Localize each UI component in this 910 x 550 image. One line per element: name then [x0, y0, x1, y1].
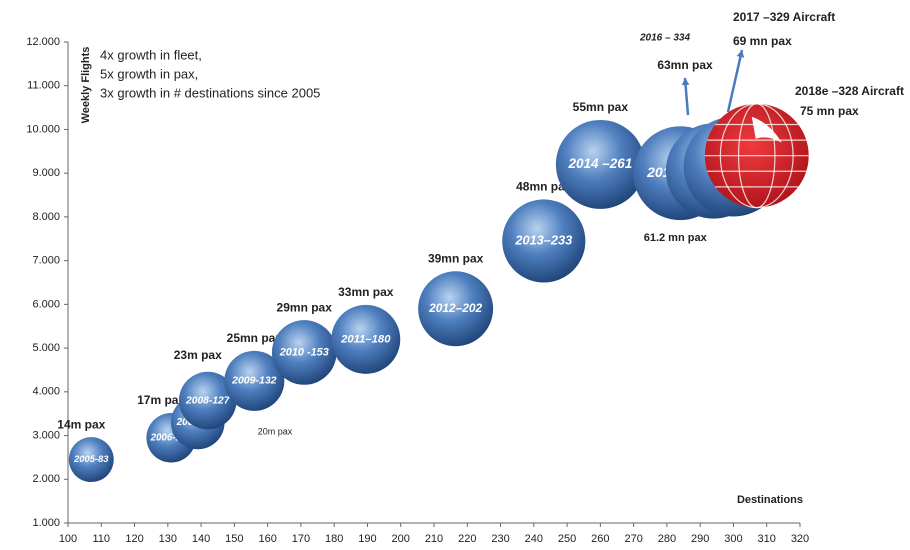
x-tick-label: 130	[159, 533, 177, 545]
pax-label: 39mn pax	[428, 251, 484, 265]
logo	[751, 116, 782, 143]
x-tick-label: 260	[591, 533, 609, 545]
bubble	[271, 320, 337, 385]
bubble	[331, 304, 401, 374]
y-tick-label: 11.000	[27, 80, 60, 92]
pax-label: 25mn pax	[227, 331, 283, 345]
pax-label: 63mn pax	[657, 58, 713, 72]
y-tick-label: 6.000	[32, 298, 60, 310]
x-tick-label: 190	[358, 533, 376, 545]
pax-label: 33mn pax	[338, 285, 394, 299]
year-label: 2012–202	[428, 301, 482, 315]
y-tick-label: 9.000	[32, 167, 60, 179]
bubble	[418, 271, 494, 347]
x-tick-label: 220	[458, 533, 476, 545]
bubble	[224, 350, 285, 411]
bubble	[502, 199, 586, 283]
pax-label: 55mn pax	[573, 100, 629, 114]
y-tick-label: 1.000	[32, 517, 60, 529]
annotation: 5x growth in pax,	[100, 66, 198, 81]
arrow	[726, 49, 744, 113]
x-tick-label: 160	[258, 533, 276, 545]
annotation: 4x growth in fleet,	[100, 47, 202, 62]
x-tick-label: 310	[758, 533, 776, 545]
pax-label: 75 mn pax	[800, 104, 859, 118]
x-tick-label: 170	[292, 533, 310, 545]
pax-label: 23m pax	[174, 348, 222, 362]
x-tick-label: 100	[59, 533, 77, 545]
year-label: 2008-127	[185, 395, 231, 406]
pax-label: 14m pax	[57, 417, 105, 431]
x-tick-label: 230	[491, 533, 509, 545]
pax-label: 17m pax	[137, 393, 185, 407]
bubble	[555, 119, 645, 209]
y-tick-label: 5.000	[32, 342, 60, 354]
y-tick-label: 7.000	[32, 255, 60, 267]
year-label: 2005-83	[73, 453, 109, 464]
x-tick-label: 300	[724, 533, 742, 545]
y-tick-label: 4.000	[32, 386, 60, 398]
x-tick-label: 270	[624, 533, 642, 545]
x-tick-label: 140	[192, 533, 210, 545]
x-tick-label: 280	[658, 533, 676, 545]
x-tick-label: 110	[92, 533, 110, 545]
pax-label: 48mn pax	[516, 180, 572, 194]
x-tick-label: 180	[325, 533, 343, 545]
year-label: 2011–180	[340, 333, 391, 345]
x-tick-label: 240	[525, 533, 543, 545]
x-tick-label: 150	[225, 533, 243, 545]
year-label: 2013–233	[514, 232, 572, 247]
x-axis-label: Destinations	[737, 494, 803, 506]
y-tick-label: 3.000	[32, 429, 60, 441]
year-label: 2017 –329 Aircraft	[733, 10, 835, 24]
y-tick-label: 12.000	[26, 36, 60, 48]
bubble	[178, 371, 237, 430]
year-label: 2006-103	[150, 432, 193, 443]
pax-label: 29mn pax	[277, 300, 333, 314]
pax-label: 61.2 mn pax	[644, 232, 708, 244]
year-label: 2014 –261	[567, 156, 632, 171]
year-label: 2010 -153	[279, 346, 329, 358]
annotation: 3x growth in # destinations since 2005	[100, 85, 320, 100]
x-tick-label: 200	[392, 533, 410, 545]
year-label: 2018e –328 Aircraft	[795, 84, 904, 98]
y-axis-label: Weekly Flights	[80, 47, 92, 124]
pax-label: 69 mn pax	[733, 34, 792, 48]
arrow-head	[681, 78, 690, 86]
bubble	[68, 437, 114, 483]
y-tick-label: 8.000	[32, 211, 60, 223]
x-tick-label: 290	[691, 533, 709, 545]
year-label: 2016 – 334	[639, 33, 690, 44]
y-tick-label: 2.000	[32, 473, 60, 485]
x-tick-label: 120	[125, 533, 143, 545]
x-tick-label: 320	[791, 533, 809, 545]
globe-grid	[704, 103, 809, 209]
x-tick-label: 250	[558, 533, 576, 545]
year-label: 2009-132	[231, 375, 277, 387]
y-tick-label: 10.000	[26, 123, 60, 135]
arrow-head	[736, 50, 745, 58]
pax-label: 20m pax	[258, 426, 293, 436]
x-tick-label: 210	[425, 533, 443, 545]
